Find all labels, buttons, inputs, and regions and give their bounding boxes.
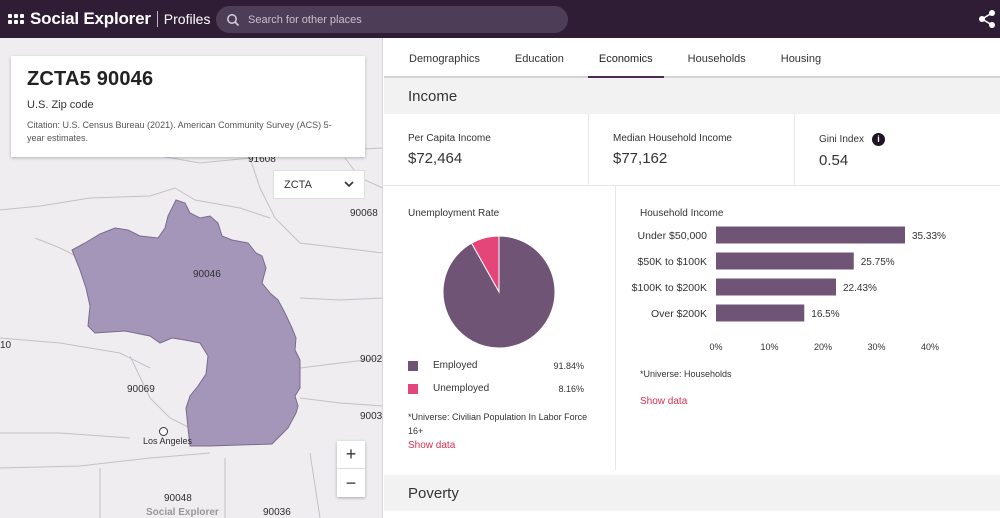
stat-median-household-income: Median Household Income $77,162: [589, 114, 795, 185]
pie-slice-employed[interactable]: [442, 235, 556, 349]
brand-divider: [156, 11, 158, 27]
x-tick-label: 10%: [760, 342, 778, 352]
legend-swatch-unemployed: [408, 383, 418, 394]
x-tick-label: 30%: [867, 342, 885, 352]
bar-value-label: 16.5%: [811, 309, 839, 320]
x-tick-label: 40%: [921, 342, 939, 352]
bar-value-label: 22.43%: [843, 283, 877, 294]
tab-education[interactable]: Education: [514, 53, 564, 65]
legend-value: 8.16%: [558, 383, 584, 394]
legend-unemployed: Unemployed 8.16%: [408, 383, 584, 394]
bar-category-label: $50K to $100K: [638, 256, 707, 268]
map-label-9002: 9002: [360, 354, 383, 365]
household-income-universe: *Universe: Households: [640, 369, 732, 379]
poverty-heading: Poverty: [384, 475, 1000, 511]
household-income-bar-chart[interactable]: Under $50,000 35.33% $50K to $100K 25.75% $1…: [616, 226, 961, 361]
tab-economics[interactable]: Economics: [587, 53, 664, 78]
stat-value: $77,162: [613, 150, 668, 167]
unemployment-chart-card: Unemployment Rate Employed 91.84% Unempl…: [384, 186, 616, 470]
bar-3[interactable]: [716, 304, 805, 322]
share-icon[interactable]: [978, 9, 996, 29]
map-label-los-angeles: Los Angeles: [143, 436, 193, 446]
unemployment-universe: *Universe: Civilian Population In Labor …: [408, 412, 588, 436]
map-label-90069: 90069: [127, 384, 155, 395]
stat-gini-index: Gini Index i 0.54: [795, 114, 1000, 185]
place-title: ZCTA5 90046: [27, 68, 154, 90]
legend-label: Unemployed: [433, 383, 490, 394]
stat-per-capita-income: Per Capita Income $72,464: [384, 114, 589, 185]
stat-value: $72,464: [408, 150, 463, 167]
bar-2[interactable]: [716, 278, 837, 296]
household-income-show-data-link[interactable]: Show data: [640, 396, 688, 407]
household-income-chart-card: Household Income Under $50,000 35.33% $50K…: [616, 186, 1000, 470]
top-bar: Social Explorer Profiles: [0, 0, 1000, 38]
income-stats: Per Capita Income $72,464 Median Househo…: [384, 114, 1000, 186]
x-tick-label: 0%: [709, 342, 722, 352]
unemployment-chart-title: Unemployment Rate: [408, 208, 500, 219]
map-canvas: [0, 147, 382, 518]
zoom-in-button[interactable]: +: [337, 441, 365, 469]
chevron-down-icon: [344, 181, 354, 188]
legend-swatch-employed: [408, 360, 418, 371]
x-tick-label: 20%: [814, 342, 832, 352]
map-label-10: 10: [0, 340, 12, 351]
stat-value: 0.54: [819, 152, 849, 169]
map-label-90048: 90048: [164, 493, 192, 504]
logo-dots-icon: [8, 14, 24, 24]
search-box[interactable]: [216, 6, 568, 33]
place-type: U.S. Zip code: [27, 99, 94, 111]
place-info-card: ZCTA5 90046 U.S. Zip code Citation: U.S.…: [11, 56, 365, 157]
brand-name: Social Explorer: [30, 9, 151, 28]
map-label-90068: 90068: [350, 208, 378, 219]
search-input[interactable]: [248, 13, 548, 26]
city-marker-icon: [159, 427, 168, 436]
map-label-91608: 91608: [248, 154, 276, 165]
geography-select-value: ZCTA: [284, 178, 312, 191]
profile-panel: Demographics Education Economics Househo…: [384, 38, 1000, 518]
search-icon: [227, 13, 240, 26]
map-label-9003: 9003: [360, 411, 383, 422]
legend-label: Employed: [433, 360, 478, 371]
income-heading: Income: [384, 78, 1000, 114]
bar-value-label: 25.75%: [861, 257, 895, 268]
income-charts: Unemployment Rate Employed 91.84% Unempl…: [384, 186, 1000, 470]
unemployment-pie-chart[interactable]: [439, 232, 559, 352]
map-watermark: Social Explorer: [146, 507, 219, 518]
legend-employed: Employed 91.84%: [408, 360, 584, 371]
zcta-90046-boundary: [71, 199, 301, 447]
brand-section: Profiles: [163, 11, 211, 27]
household-income-chart-title: Household Income: [640, 208, 724, 219]
place-citation: Citation: U.S. Census Bureau (2021). Ame…: [27, 120, 332, 143]
bar-category-label: $100K to $200K: [632, 282, 707, 294]
map-view[interactable]: 91608 90068 90046 10 9002 90069 9003 Los…: [0, 38, 383, 518]
map-label-90046: 90046: [193, 269, 221, 280]
bar-1[interactable]: [716, 252, 854, 270]
tab-demographics[interactable]: Demographics: [409, 53, 480, 65]
zoom-controls: + −: [337, 441, 365, 497]
geography-select[interactable]: ZCTA: [273, 170, 365, 199]
app-logo[interactable]: Social Explorer Profiles: [8, 9, 210, 29]
stat-label: Per Capita Income: [408, 133, 491, 144]
tab-housing[interactable]: Housing: [780, 53, 822, 65]
bar-value-label: 35.33%: [912, 231, 946, 242]
unemployment-show-data-link[interactable]: Show data: [408, 440, 456, 451]
bar-0[interactable]: [716, 226, 906, 244]
zoom-out-button[interactable]: −: [345, 472, 357, 493]
topic-tabs: Demographics Education Economics Househo…: [384, 38, 1000, 78]
info-icon[interactable]: i: [872, 133, 886, 146]
map-label-90036: 90036: [263, 507, 291, 518]
stat-label: Gini Index: [819, 134, 865, 145]
stat-label-row: Gini Index i: [819, 133, 1000, 146]
bar-category-label: Under $50,000: [638, 230, 708, 242]
legend-value: 91.84%: [553, 360, 584, 371]
stat-label: Median Household Income: [613, 133, 732, 144]
bar-category-label: Over $200K: [651, 308, 707, 320]
tab-households[interactable]: Households: [687, 53, 746, 65]
